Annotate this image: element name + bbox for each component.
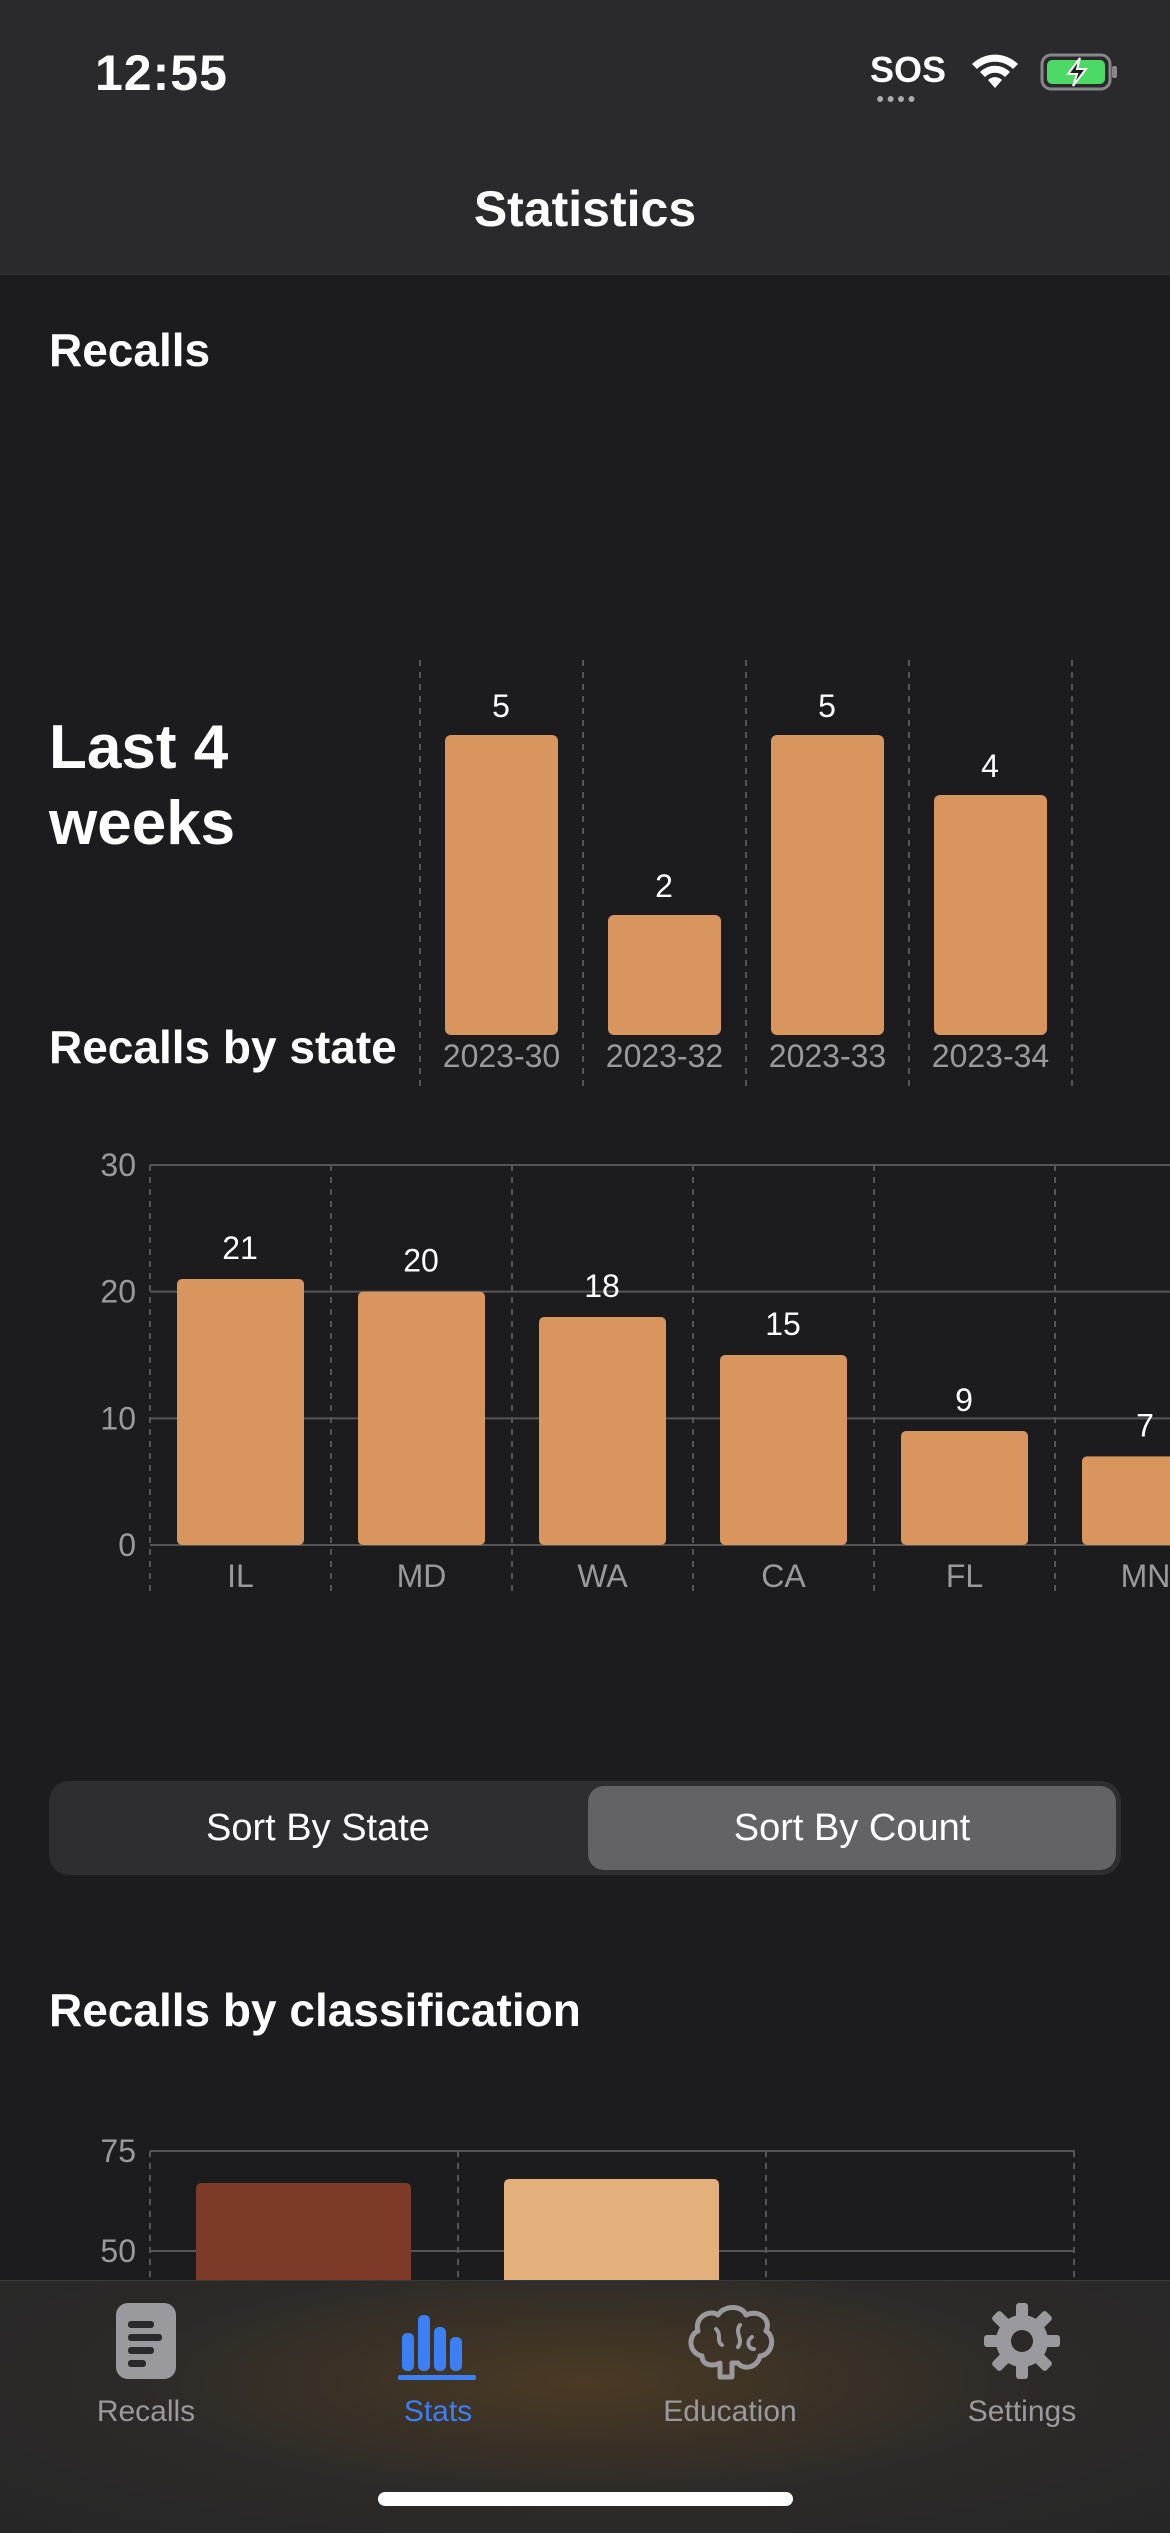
weekly-recalls-chart: 5 2023-30 2 2023-32 5 2023-33 4 2023-34 (419, 660, 1073, 1087)
x-tick-label: IL (227, 1558, 254, 1594)
bar-value-label: 5 (818, 688, 836, 724)
document-list-icon (116, 2303, 176, 2379)
y-tick-label: 0 (118, 1527, 136, 1563)
tab-recalls[interactable]: Recalls (0, 2301, 292, 2429)
bar-value-label: 2 (655, 868, 673, 904)
chart-bar (358, 1291, 485, 1545)
tab-education[interactable]: Education (584, 2301, 876, 2429)
bar-value-label: 5 (492, 688, 510, 724)
x-tick-label: 2023-32 (606, 1038, 723, 1074)
recalls-by-state-chart: 0 10 20 30 21 IL 20 MD 18 WA 15 CA 9 FL 7 MN (100, 1147, 1170, 1597)
period-label: Last 4 weeks (49, 713, 236, 858)
chart-bar (504, 2179, 719, 2280)
y-tick-label: 10 (100, 1400, 136, 1436)
chart-bar (771, 735, 884, 1035)
x-tick-label: 2023-30 (443, 1038, 560, 1074)
bar-value-label: 7 (1136, 1407, 1154, 1443)
chart-bar (177, 1279, 304, 1545)
statistics-content[interactable]: Recalls Last 4 weeks 5 2023-30 2 2023-32 5 20… (0, 275, 1170, 2280)
chart-bar (539, 1317, 666, 1545)
x-tick-label: MN (1121, 1558, 1170, 1594)
navigation-bar: Statistics (0, 140, 1170, 275)
bar-value-label: 20 (403, 1243, 439, 1279)
y-tick-label: 20 (100, 1274, 136, 1310)
chart-bar (196, 2183, 411, 2280)
y-tick-label: 50 (100, 2233, 136, 2269)
home-indicator (378, 2492, 793, 2506)
x-tick-label: WA (577, 1558, 628, 1594)
recalls-section-title: Recalls (49, 324, 211, 376)
status-time: 12:55 (95, 45, 228, 101)
tab-settings-label: Settings (967, 2395, 1077, 2428)
chart-bar (934, 795, 1047, 1035)
battery-charging-icon (1040, 53, 1117, 91)
status-bar: 12:55 SOS ●●●● (0, 0, 1170, 140)
x-tick-label: MD (397, 1558, 447, 1594)
y-tick-label: 75 (100, 2133, 136, 2169)
tab-stats-label: Stats (403, 2395, 473, 2428)
tab-bar: Recalls Stats Education (0, 2280, 1170, 2533)
bar-value-label: 9 (955, 1382, 973, 1418)
chart-bar (720, 1355, 847, 1545)
bar-value-label: 4 (981, 748, 999, 784)
sos-indicator: SOS (870, 49, 947, 90)
chart-bar (445, 735, 558, 1035)
state-section-title: Recalls by state (49, 1021, 397, 1073)
bar-value-label: 15 (765, 1306, 801, 1342)
sort-segmented-control: Sort By State Sort By Count (49, 1781, 1121, 1875)
gear-icon (984, 2303, 1060, 2379)
x-tick-label: FL (946, 1558, 983, 1594)
sort-by-state-button[interactable]: Sort By State (206, 1806, 430, 1849)
x-tick-label: 2023-33 (769, 1038, 886, 1074)
x-tick-label: 2023-34 (932, 1038, 1049, 1074)
bar-value-label: 18 (584, 1268, 620, 1304)
chart-bar (608, 915, 721, 1035)
tab-education-label: Education (663, 2395, 797, 2428)
tab-recalls-label: Recalls (96, 2395, 196, 2428)
brain-icon (688, 2305, 775, 2380)
recalls-by-classification-chart: 50 75 (100, 2133, 1075, 2280)
bar-value-label: 21 (222, 1230, 258, 1266)
chart-bar (901, 1431, 1028, 1545)
y-tick-label: 30 (100, 1147, 136, 1183)
tab-settings[interactable]: Settings (876, 2301, 1168, 2429)
wifi-icon (972, 54, 1018, 88)
bar-chart-icon (398, 2315, 476, 2380)
x-tick-label: CA (761, 1558, 806, 1594)
tab-stats[interactable]: Stats (292, 2301, 584, 2429)
signal-dots-icon: ●●●● (876, 90, 918, 106)
chart-bar (1082, 1456, 1170, 1545)
page-title: Statistics (473, 181, 697, 237)
classification-section-title: Recalls by classification (49, 1984, 581, 2036)
sort-by-count-button[interactable]: Sort By Count (588, 1786, 1116, 1870)
